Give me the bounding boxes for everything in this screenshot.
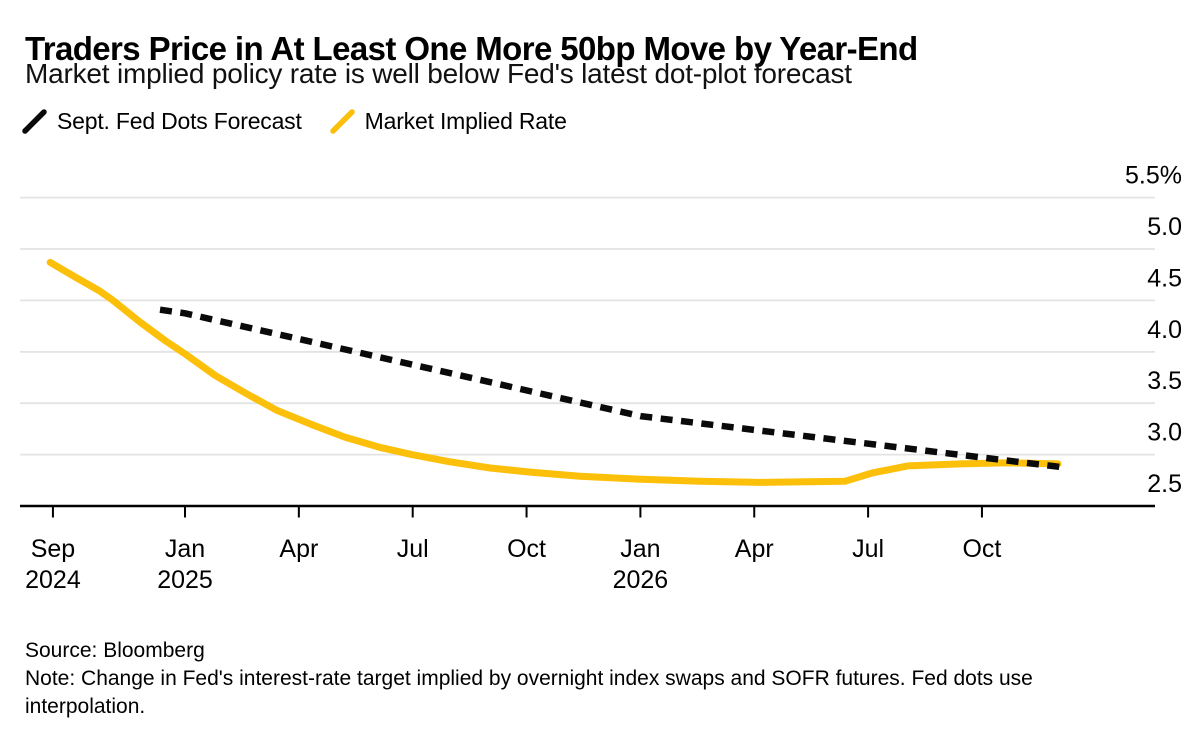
- y-tick-label: 3.5: [1147, 367, 1182, 395]
- x-tick-label: Apr: [735, 535, 774, 563]
- fed-dots-forecast-line: [159, 306, 1065, 471]
- legend-label-market-implied: Market Implied Rate: [364, 108, 567, 134]
- y-tick-label: 2.5: [1147, 470, 1182, 498]
- note-text: Note: Change in Fed's interest-rate targ…: [25, 667, 1033, 718]
- x-tick-year-label: 2026: [613, 566, 669, 594]
- page-title: Traders Price in At Least One More 50bp …: [25, 30, 918, 68]
- footer: Source: Bloomberg Note: Change in Fed's …: [25, 637, 1135, 721]
- x-tick-label: Apr: [279, 535, 318, 563]
- x-tick-label: Jul: [852, 535, 884, 563]
- x-tick-label: Oct: [962, 535, 1001, 563]
- y-tick-label: 4.0: [1147, 316, 1182, 344]
- y-tick-label: 4.5: [1147, 264, 1182, 292]
- page-subtitle: Market implied policy rate is well below…: [25, 58, 852, 89]
- legend-item-fed-dots: Sept. Fed Dots Forecast: [22, 108, 302, 135]
- chart-area: 5.5% 5.0 4.5 4.0 3.5 3.0 2.5 Sep 2024 Jan 2025 Apr J…: [0, 140, 1189, 605]
- x-tick-label: Jul: [397, 535, 429, 563]
- x-tick-label: Jan: [620, 535, 660, 563]
- x-tick-year-label: 2025: [157, 566, 213, 594]
- solid-series-slash-icon: [329, 109, 355, 134]
- dashed-series-slash-icon: [22, 109, 47, 134]
- y-tick-label: 3.0: [1147, 419, 1182, 447]
- y-tick-label: 5.5%: [1125, 162, 1182, 190]
- market-implied-rate-line: [46, 258, 1062, 486]
- x-tick-label: Oct: [507, 535, 546, 563]
- legend-label-fed-dots: Sept. Fed Dots Forecast: [57, 108, 302, 134]
- legend-item-market-implied: Market Implied Rate: [329, 108, 567, 135]
- legend: Sept. Fed Dots Forecast Market Implied R…: [22, 108, 567, 135]
- x-tick-label: Jan: [165, 535, 205, 563]
- x-tick-year-label: 2024: [25, 566, 81, 594]
- source-text: Source: Bloomberg: [25, 639, 205, 662]
- y-tick-label: 5.0: [1147, 213, 1182, 241]
- rate-forecast-line-chart: 5.5% 5.0 4.5 4.0 3.5 3.0 2.5 Sep 2024 Jan 2025 Apr J…: [20, 162, 1182, 594]
- x-tick-label: Sep: [31, 535, 75, 563]
